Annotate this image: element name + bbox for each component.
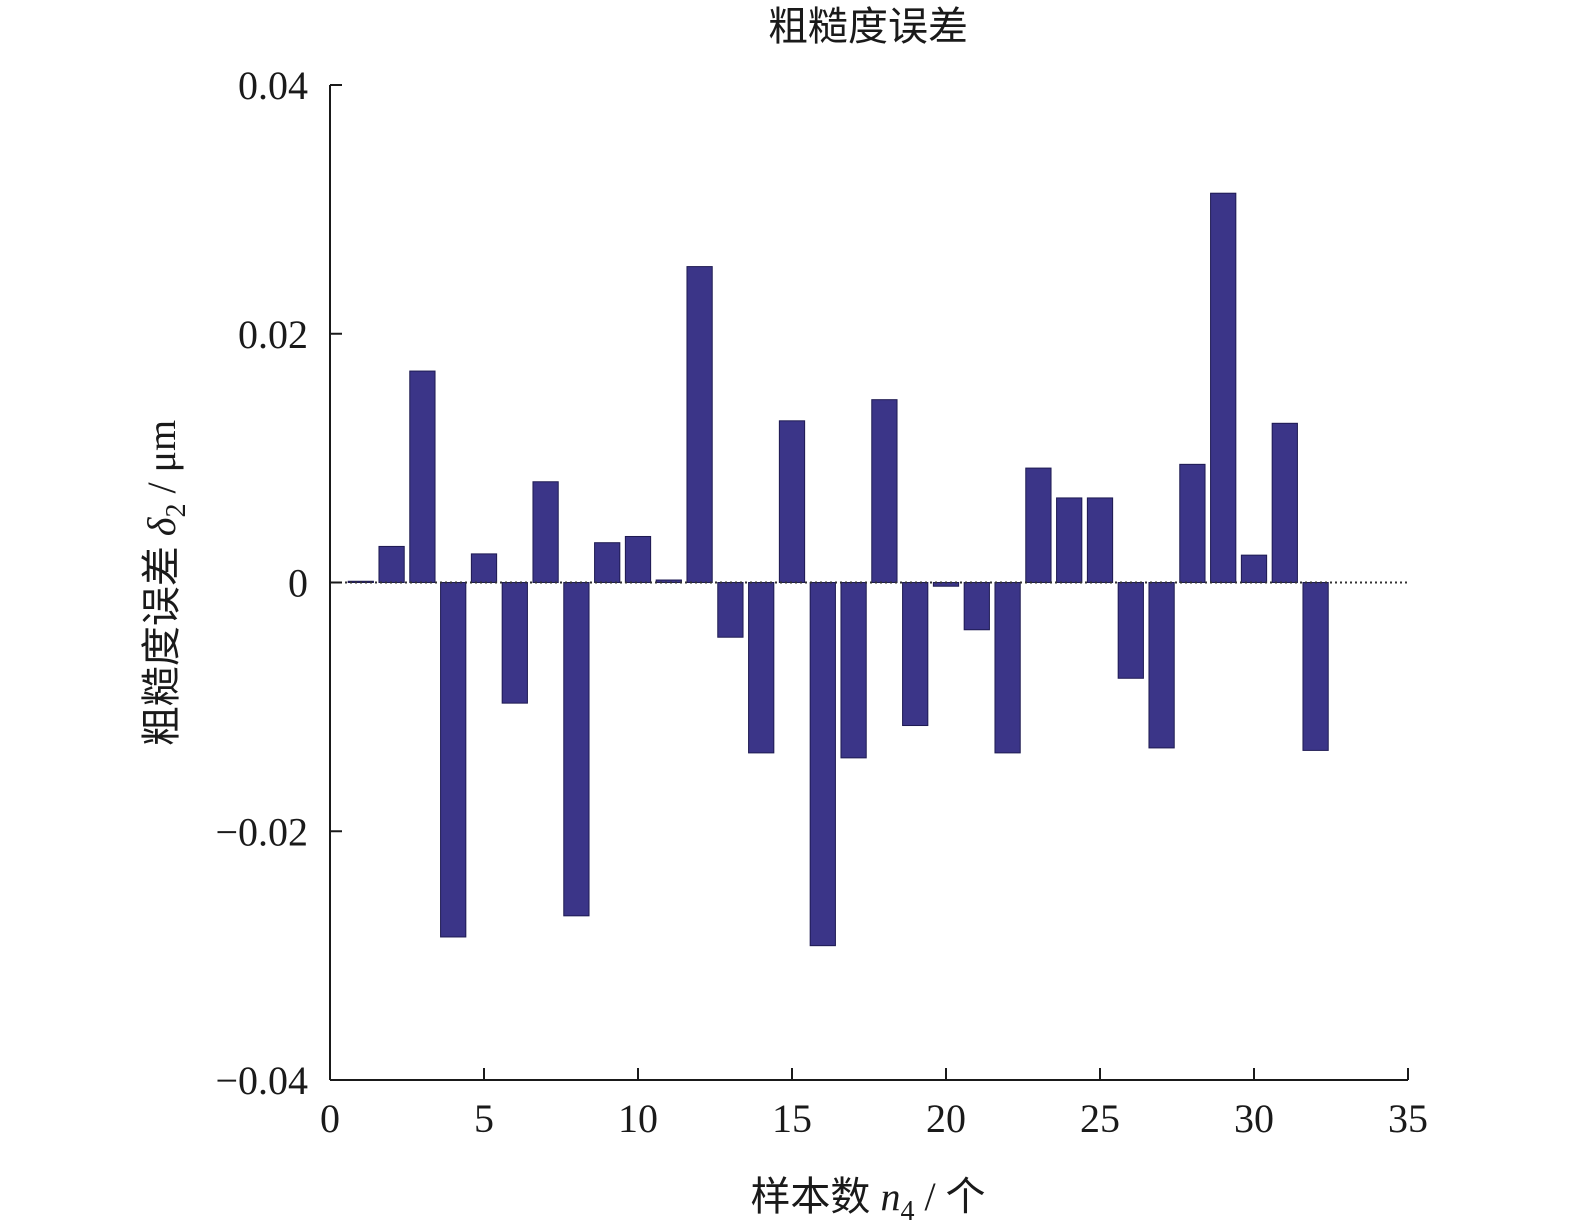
x-tick-label: 15 — [772, 1096, 812, 1141]
bar-12 — [686, 266, 713, 583]
y-tick-label: −0.04 — [215, 1058, 308, 1103]
x-tick-label: 25 — [1080, 1096, 1120, 1141]
chart-title: 粗糙度误差 — [768, 4, 968, 49]
bar-10 — [624, 535, 652, 583]
bar-23 — [1025, 467, 1052, 583]
y-axis-label-unit: / μm — [139, 420, 184, 504]
y-ticks: −0.04 −0.02 0 0.02 0.04 — [215, 63, 342, 1103]
bar-19 — [902, 582, 929, 727]
x-axis-label-var: n — [880, 1174, 900, 1219]
bar-16 — [809, 582, 836, 947]
bar-18 — [871, 399, 898, 584]
bar-14 — [748, 582, 775, 754]
x-tick-label: 0 — [320, 1096, 340, 1141]
bar-15 — [778, 420, 806, 583]
bar-9 — [594, 542, 621, 584]
bar-17 — [840, 582, 867, 759]
x-tick-label: 30 — [1234, 1096, 1274, 1141]
y-axis-label-var: δ — [139, 516, 184, 536]
bar-25 — [1086, 497, 1114, 583]
bar-4 — [440, 582, 467, 938]
bar-26 — [1117, 582, 1144, 679]
y-axis-label-sub: 2 — [161, 504, 192, 518]
bar-29 — [1210, 192, 1237, 584]
bar-11 — [655, 579, 682, 584]
x-tick-label: 20 — [926, 1096, 966, 1141]
bar-30 — [1240, 554, 1268, 584]
y-tick-label: 0 — [288, 561, 308, 606]
bar-31 — [1271, 422, 1298, 583]
x-tick-label: 10 — [618, 1096, 658, 1141]
bar-6 — [501, 582, 528, 704]
bar-3 — [409, 370, 436, 583]
x-ticks: 0 5 10 15 20 25 30 35 — [320, 1068, 1428, 1141]
x-axis-label-sub: 4 — [900, 1196, 914, 1227]
bar-24 — [1056, 497, 1083, 583]
bars-group — [347, 192, 1329, 947]
x-axis-label: 样本数 n4 / 个 — [750, 1174, 985, 1227]
x-axis-label-main: 样本数 — [750, 1174, 880, 1219]
bar-21 — [963, 582, 990, 631]
bar-2 — [378, 545, 405, 583]
bar-8 — [563, 582, 590, 917]
bar-7 — [532, 481, 559, 584]
x-tick-label: 5 — [474, 1096, 494, 1141]
x-tick-label: 35 — [1388, 1096, 1428, 1141]
bar-28 — [1179, 463, 1206, 583]
bar-5 — [470, 553, 498, 584]
bar-32 — [1302, 582, 1329, 751]
x-axis-label-unit: / 个 — [914, 1174, 985, 1219]
y-axis-label-main: 粗糙度误差 — [139, 536, 184, 746]
bar-27 — [1148, 582, 1175, 749]
y-axis-label: 粗糙度误差 δ2 / μm — [139, 420, 192, 746]
bar-22 — [994, 582, 1021, 754]
y-tick-label: 0.04 — [238, 63, 308, 108]
bar-13 — [717, 582, 744, 638]
y-tick-label: −0.02 — [215, 809, 308, 854]
y-tick-label: 0.02 — [238, 312, 308, 357]
